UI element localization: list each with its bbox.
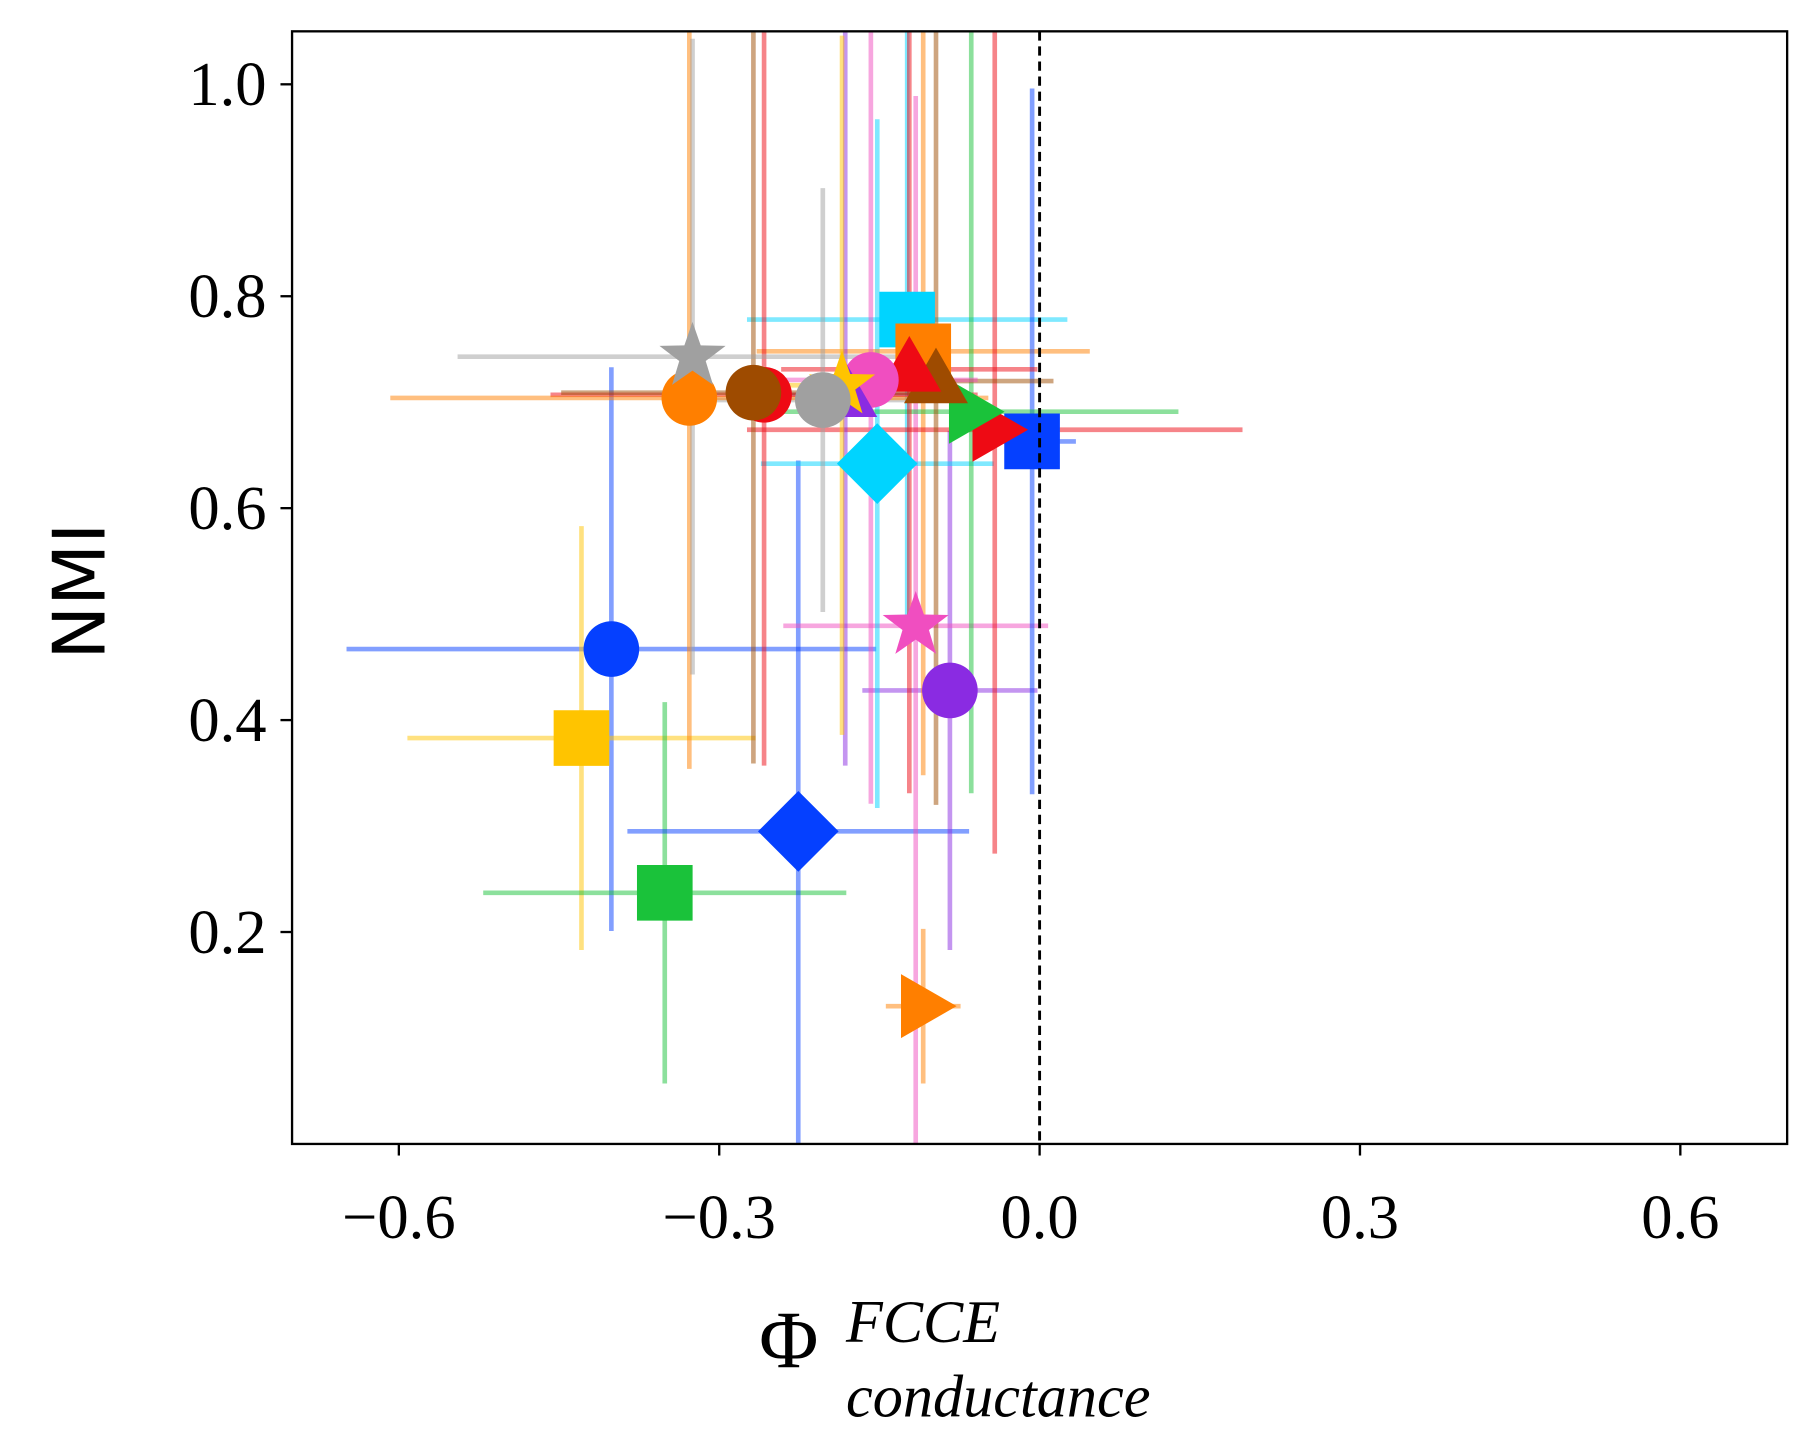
x-label-sub: conductance [846,1363,1150,1430]
markers [553,291,1060,1039]
marker-circle [583,621,640,677]
marker-star [882,590,949,654]
marker-diamond [757,791,839,872]
y-tick-label: 0.6 [188,473,266,543]
marker-triangle-right [900,974,957,1039]
marker-star [659,321,726,385]
x-tick-label: −0.3 [662,1182,776,1252]
x-axis-label: Φ FCCE conductance [759,1289,1150,1430]
y-tick-label: 0.4 [188,685,266,755]
marker-square [553,710,610,766]
y-axis-label: NMI [37,523,121,660]
y-tick-label: 0.8 [188,261,266,331]
x-tick-label: 0.3 [1321,1182,1399,1252]
x-tick-label: −0.6 [342,1182,456,1252]
y-tick-label: 0.2 [188,897,266,967]
x-tick-label: 0.6 [1641,1182,1719,1252]
error-bars [346,31,1243,1144]
marker-circle [922,662,978,719]
y-tick-label: 1.0 [188,49,266,119]
marker-square [636,864,693,921]
marker-circle [725,364,782,421]
x-label-sup: FCCE [845,1289,1000,1356]
marker-circle [661,370,718,426]
marker-circle [794,372,851,428]
x-tick-label: 0.0 [1000,1182,1078,1252]
x-label-base: Φ [759,1296,818,1386]
